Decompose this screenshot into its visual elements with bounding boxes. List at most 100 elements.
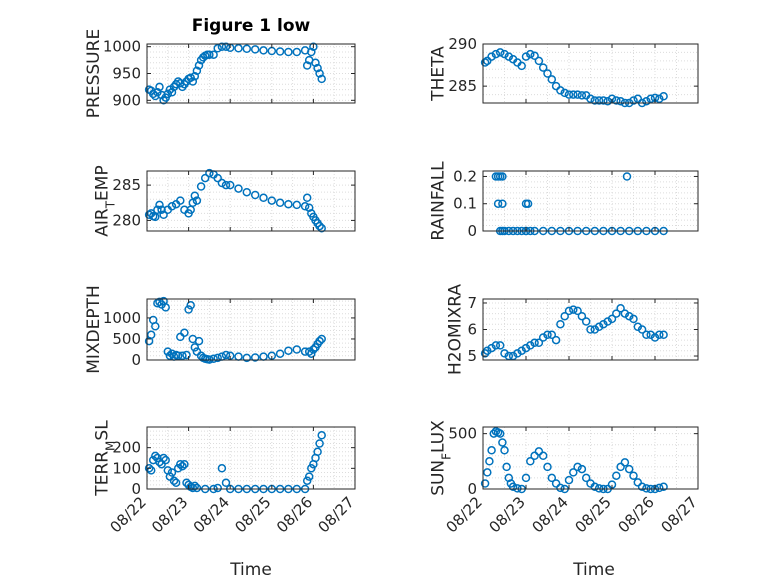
theta-data-point — [659, 92, 668, 101]
terr-msl-data-point — [307, 464, 316, 473]
theta-data-point — [612, 96, 621, 105]
sun-flux-data-point — [659, 482, 668, 492]
sun-flux-xtick-label: 08/25 — [572, 493, 615, 536]
pressure-data-point — [307, 47, 316, 57]
theta-data-point — [633, 94, 643, 104]
sun-flux-data-point — [637, 482, 647, 492]
terr-msl-data-point — [171, 478, 181, 488]
sun-flux-panel: 0 500 08/22 08/23 08/24 08/25 08/26 08/27 SUNFLU… — [429, 420, 701, 537]
theta-data-point — [504, 52, 514, 61]
terr-msl-data-point — [302, 476, 312, 485]
h2omixra-data-point — [517, 346, 526, 355]
terr-msl-data-point — [159, 453, 168, 463]
h2omixra-data-point — [577, 311, 587, 321]
rainfall-ytick-label: 0 — [467, 222, 477, 240]
pressure-data-point — [315, 69, 324, 78]
sun-flux-data-point — [526, 457, 535, 466]
sun-flux-data-point — [543, 462, 552, 472]
sun-flux-data-point — [498, 438, 507, 447]
terr-msl-data-point — [161, 455, 170, 465]
mixdepth-data-point — [309, 345, 318, 354]
terr-msl-data-point — [144, 464, 154, 473]
sun-flux-data-point — [547, 473, 557, 483]
pressure-data-point — [194, 61, 204, 70]
pressure-data-point — [311, 58, 320, 68]
theta-data-point — [500, 49, 509, 59]
mixdepth-data-point — [209, 354, 218, 363]
theta-data-point — [521, 52, 531, 61]
sun-flux-data-point — [620, 458, 630, 467]
sun-flux-data-point — [616, 462, 625, 472]
mixdepth-ytick-label: 500 — [112, 330, 141, 348]
theta-data-point — [586, 94, 595, 104]
sun-flux-xtick-label: 08/22 — [443, 493, 486, 536]
air-temp-data-point — [315, 221, 324, 231]
air-temp-data-point — [259, 193, 268, 203]
terr-msl-data-point — [217, 464, 227, 473]
air-temp-ylabel: AIRTEMP — [93, 165, 118, 236]
terr-msl-data-point — [178, 462, 187, 471]
sun-flux-data-point — [480, 479, 490, 488]
theta-data-point — [526, 49, 535, 59]
h2omixra-data-point — [603, 317, 612, 326]
pressure-data-point — [309, 42, 318, 51]
theta-data-point — [616, 97, 625, 106]
rainfall-ytick-label: 0.1 — [453, 195, 477, 213]
terr-msl-data-point — [146, 466, 156, 475]
mixdepth-data-point — [151, 322, 160, 331]
mixdepth-data-point — [186, 301, 195, 310]
theta-data-point — [538, 63, 548, 72]
terr-msl-xtick-label: 08/27 — [315, 493, 358, 536]
air-temp-data-point — [217, 178, 227, 188]
sun-flux-data-point — [530, 451, 539, 461]
pressure-data-point — [190, 71, 200, 81]
sun-flux-xtick-label: 08/23 — [486, 493, 529, 536]
h2omixra-data-point — [495, 341, 505, 350]
sun-flux-ytick-label: 0 — [467, 480, 477, 498]
h2omixra-data-point — [547, 330, 557, 340]
mixdepth-data-point — [173, 351, 183, 361]
air-temp-data-point — [159, 210, 168, 220]
theta-data-point — [534, 56, 544, 66]
theta-ytick-label: 285 — [448, 77, 477, 95]
sun-flux-data-point — [581, 473, 591, 483]
theta-data-point — [573, 90, 582, 99]
h2omixra-ytick-label: 7 — [467, 294, 477, 312]
mixdepth-data-point — [284, 346, 293, 355]
theta-data-point — [480, 58, 490, 67]
pressure-data-point — [213, 44, 222, 53]
pressure-data-point — [250, 45, 260, 54]
sun-flux-data-point — [633, 478, 643, 487]
h2omixra-data-point — [637, 325, 647, 334]
rainfall-data-point — [493, 199, 503, 208]
air-temp-data-point — [155, 200, 164, 210]
sun-flux-xtick-label: 08/24 — [529, 493, 572, 536]
pressure-data-point — [205, 50, 214, 59]
terr-msl-ylabel: TERRMSL — [93, 420, 118, 497]
terr-msl-data-point — [304, 472, 314, 481]
theta-data-point — [543, 69, 552, 78]
sun-flux-ylabel: SUNFLUX — [429, 420, 454, 496]
terr-msl-data-point — [188, 483, 198, 493]
pressure-ytick-label: 950 — [112, 65, 141, 83]
h2omixra-data-point — [573, 306, 582, 316]
h2omixra-data-point — [607, 314, 617, 324]
rainfall-ytick-label: 0.2 — [453, 167, 477, 185]
mixdepth-data-point — [221, 350, 231, 360]
x-axis-label-left: Time — [229, 560, 272, 580]
theta-data-point — [517, 61, 526, 71]
sun-flux-data-point — [500, 446, 509, 455]
h2omixra-data-point — [594, 322, 604, 332]
pressure-ytick-label: 1000 — [103, 38, 141, 56]
air-temp-data-point — [196, 182, 206, 191]
sun-flux-data-point — [642, 484, 651, 493]
sun-flux-data-point — [521, 473, 531, 483]
theta-data-point — [646, 94, 655, 104]
terr-msl-data-point — [151, 451, 160, 461]
mixdepth-data-point — [275, 349, 285, 358]
